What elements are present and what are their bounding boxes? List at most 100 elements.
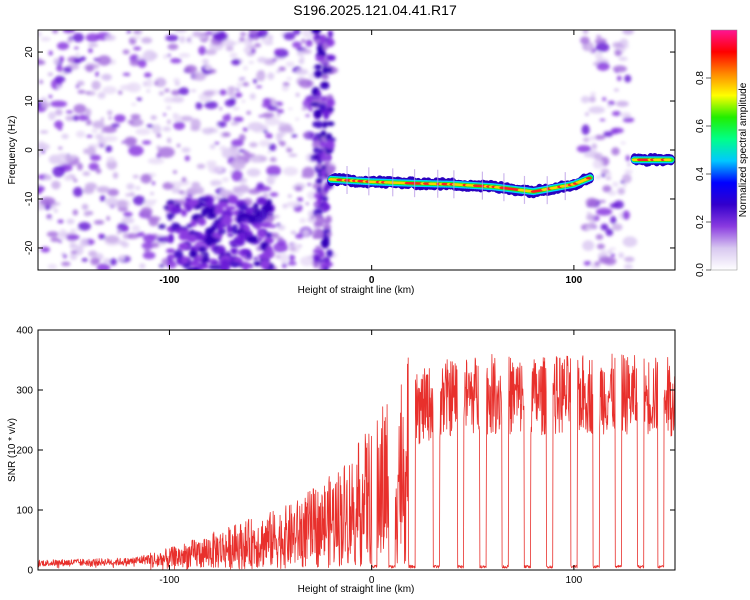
noise-blob xyxy=(40,246,51,253)
noise-blob xyxy=(327,107,335,112)
noise-blob xyxy=(594,152,603,161)
noise-blob xyxy=(122,232,129,240)
noise-blob xyxy=(258,139,271,147)
spectrogram-y-tick-label: 20 xyxy=(24,46,35,58)
noise-blob xyxy=(239,37,246,42)
noise-blob xyxy=(313,201,318,207)
noise-blob xyxy=(589,96,596,103)
noise-blob xyxy=(122,72,131,76)
noise-blob xyxy=(296,197,304,202)
noise-blob xyxy=(101,135,118,142)
snr-y-axis-title: SNR (10 * v/v) xyxy=(7,418,18,482)
noise-blob xyxy=(133,30,140,34)
noise-blob xyxy=(301,106,307,111)
noise-blob xyxy=(243,65,249,71)
noise-blob xyxy=(189,245,201,251)
noise-blob xyxy=(277,224,286,231)
noise-blob xyxy=(56,65,63,72)
noise-blob xyxy=(38,143,50,151)
noise-blob xyxy=(609,247,616,251)
noise-blob xyxy=(179,35,186,44)
noise-blob xyxy=(594,134,606,140)
noise-blob xyxy=(600,173,606,178)
noise-blob xyxy=(170,181,178,185)
noise-blob xyxy=(85,64,94,72)
snr-x-axis-title: Height of straight line (km) xyxy=(298,584,415,595)
noise-blob xyxy=(170,205,182,214)
noise-blob xyxy=(248,61,255,64)
noise-blob xyxy=(615,100,629,107)
noise-blob xyxy=(588,106,606,114)
noise-blob xyxy=(295,68,309,76)
snr-plot-area xyxy=(38,330,675,570)
noise-blob xyxy=(250,48,256,54)
noise-blob xyxy=(85,108,92,117)
spectrogram-x-tick-label: -100 xyxy=(159,275,179,286)
noise-blob xyxy=(232,107,240,110)
noise-blob xyxy=(209,225,216,232)
noise-blob xyxy=(313,220,324,228)
noise-blob xyxy=(322,201,328,210)
noise-blob xyxy=(288,153,298,157)
noise-blob xyxy=(204,49,217,56)
noise-blob xyxy=(216,121,227,128)
noise-blob xyxy=(599,118,606,122)
noise-blob xyxy=(214,141,220,145)
noise-blob xyxy=(272,157,277,163)
noise-blob xyxy=(216,124,220,127)
noise-blob xyxy=(131,102,137,106)
noise-blob xyxy=(616,75,622,82)
colorbar-tick-label: 0.2 xyxy=(695,215,706,229)
noise-blob xyxy=(592,48,596,53)
colorbar-tick-label: 0.8 xyxy=(695,71,706,85)
noise-blob xyxy=(133,46,142,51)
noise-blob xyxy=(622,30,634,35)
noise-blob xyxy=(267,151,271,154)
noise-blob xyxy=(143,233,156,243)
noise-blob xyxy=(230,247,238,255)
noise-blob xyxy=(231,170,243,182)
noise-blob xyxy=(305,114,310,117)
noise-blob xyxy=(622,236,638,248)
noise-blob xyxy=(40,101,51,109)
noise-blob xyxy=(135,186,141,190)
noise-blob xyxy=(141,140,152,145)
noise-blob xyxy=(73,104,87,114)
noise-blob xyxy=(234,92,243,98)
noise-blob xyxy=(136,97,142,101)
noise-blob xyxy=(172,170,178,174)
noise-blob xyxy=(176,143,181,148)
noise-blob xyxy=(268,143,277,152)
noise-blob xyxy=(273,242,289,253)
noise-blob xyxy=(102,125,117,134)
noise-blob xyxy=(233,116,244,123)
noise-blob xyxy=(319,141,327,148)
noise-blob xyxy=(255,85,263,89)
noise-blob xyxy=(242,261,250,270)
noise-blob xyxy=(105,145,113,153)
noise-blob xyxy=(72,115,79,122)
noise-blob xyxy=(621,173,632,184)
noise-blob xyxy=(75,130,86,138)
noise-blob xyxy=(249,142,258,148)
snr-x-tick-label: 100 xyxy=(566,575,583,586)
noise-blob xyxy=(623,183,627,188)
noise-blob xyxy=(305,202,310,206)
noise-blob xyxy=(72,209,79,216)
noise-blob xyxy=(212,31,228,42)
noise-blob xyxy=(611,111,622,117)
noise-blob xyxy=(86,119,92,126)
noise-blob xyxy=(275,254,282,259)
spectrogram-plot-area xyxy=(38,30,675,270)
noise-blob xyxy=(97,92,106,99)
noise-blob xyxy=(167,43,179,50)
noise-blob xyxy=(53,208,58,214)
noise-blob xyxy=(206,160,217,166)
noise-blob xyxy=(236,192,244,198)
noise-blob xyxy=(178,242,190,251)
noise-blob xyxy=(123,211,133,218)
noise-blob xyxy=(262,98,272,105)
noise-blob xyxy=(282,205,288,210)
noise-blob xyxy=(178,87,190,96)
